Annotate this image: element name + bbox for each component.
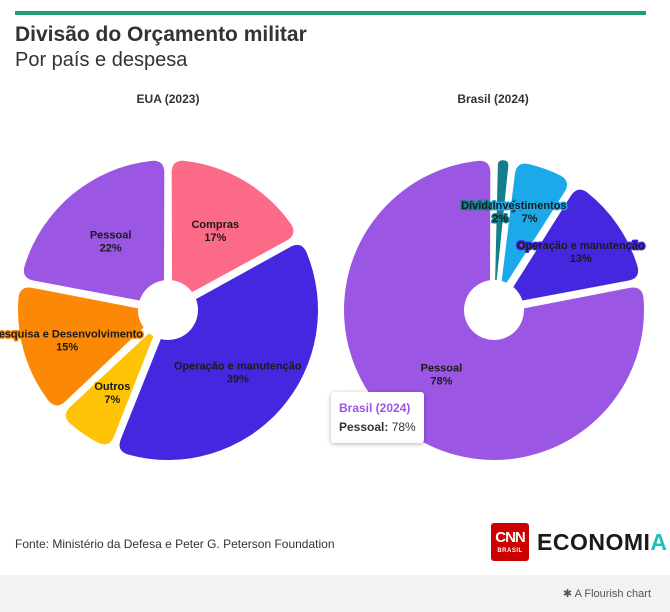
pie-label-value-1-3: 78%	[430, 376, 452, 388]
pie-label-name-1-0: Dívidas e juros	[461, 200, 539, 212]
pie-label-name-1-3: Pessoal	[421, 363, 463, 375]
pie-tooltip: Brasil (2024) Pessoal: 78%	[331, 392, 424, 443]
top-accent-bar	[15, 11, 646, 15]
pie-slice-1-1[interactable]	[501, 163, 568, 283]
pie-label-value-1-2: 13%	[570, 253, 592, 265]
pie-label-value-0-0: 17%	[204, 232, 226, 244]
pie-slice-1-2[interactable]	[513, 189, 639, 301]
pie-label-value-0-1: 39%	[227, 374, 249, 386]
pie-label-name-0-2: Outros	[94, 381, 130, 393]
tooltip-title: Brasil (2024)	[339, 401, 411, 415]
pie-label-name-0-1: Operação e manutenção	[174, 361, 302, 373]
chart-title: Divisão do Orçamento militar	[15, 23, 307, 46]
logo-cnn-text: CNN	[495, 529, 526, 546]
pie-label-name-0-3: Pesquisa e Desenvolvimento	[0, 328, 143, 340]
pie-title-brasil: Brasil (2024)	[457, 92, 529, 106]
economia-wordmark: ECONOMIA	[537, 529, 668, 556]
chart-subtitle: Por país e despesa	[15, 49, 188, 71]
pie-label-name-1-1: Investimentos	[493, 200, 567, 212]
pie-label-value-0-2: 7%	[104, 394, 120, 406]
tooltip-key: Pessoal:	[339, 420, 389, 434]
tooltip-value: 78%	[391, 420, 416, 434]
pie-slice-0-3[interactable]	[18, 287, 144, 406]
pie-label-name-0-0: Compras	[191, 219, 239, 231]
pie-slice-0-4[interactable]	[23, 160, 165, 301]
cnn-brasil-logo: CNN BRASIL	[491, 523, 529, 561]
pie-slice-0-1[interactable]	[119, 244, 319, 460]
brand-accent: A	[650, 529, 668, 555]
logo-brasil-text: BRASIL	[497, 548, 523, 554]
pie-label-value-1-0: 2%	[492, 213, 508, 225]
pie-slice-1-3[interactable]	[344, 160, 645, 460]
pie-label-value-1-1: 7%	[522, 213, 538, 225]
pie-slice-0-2[interactable]	[65, 333, 154, 445]
source-note: Fonte: Ministério da Defesa e Peter G. P…	[15, 537, 335, 551]
brand-main: ECONOMI	[537, 529, 651, 555]
pie-label-name-0-4: Pessoal	[90, 230, 132, 242]
flourish-credit[interactable]: ✱ A Flourish chart	[563, 587, 651, 600]
pie-slice-1-0[interactable]	[495, 160, 509, 281]
pie-label-value-0-3: 15%	[56, 341, 78, 353]
pie-label-name-1-2: Operação e manutenção	[517, 240, 645, 252]
pie-title-eua: EUA (2023)	[136, 92, 200, 106]
chart-card: Divisão do Orçamento militar Por país e …	[0, 0, 670, 575]
pie-slice-0-0[interactable]	[171, 160, 294, 293]
flourish-credit-text: A Flourish chart	[574, 588, 651, 600]
pie-label-value-0-4: 22%	[100, 243, 122, 255]
flourish-icon: ✱	[562, 588, 573, 600]
